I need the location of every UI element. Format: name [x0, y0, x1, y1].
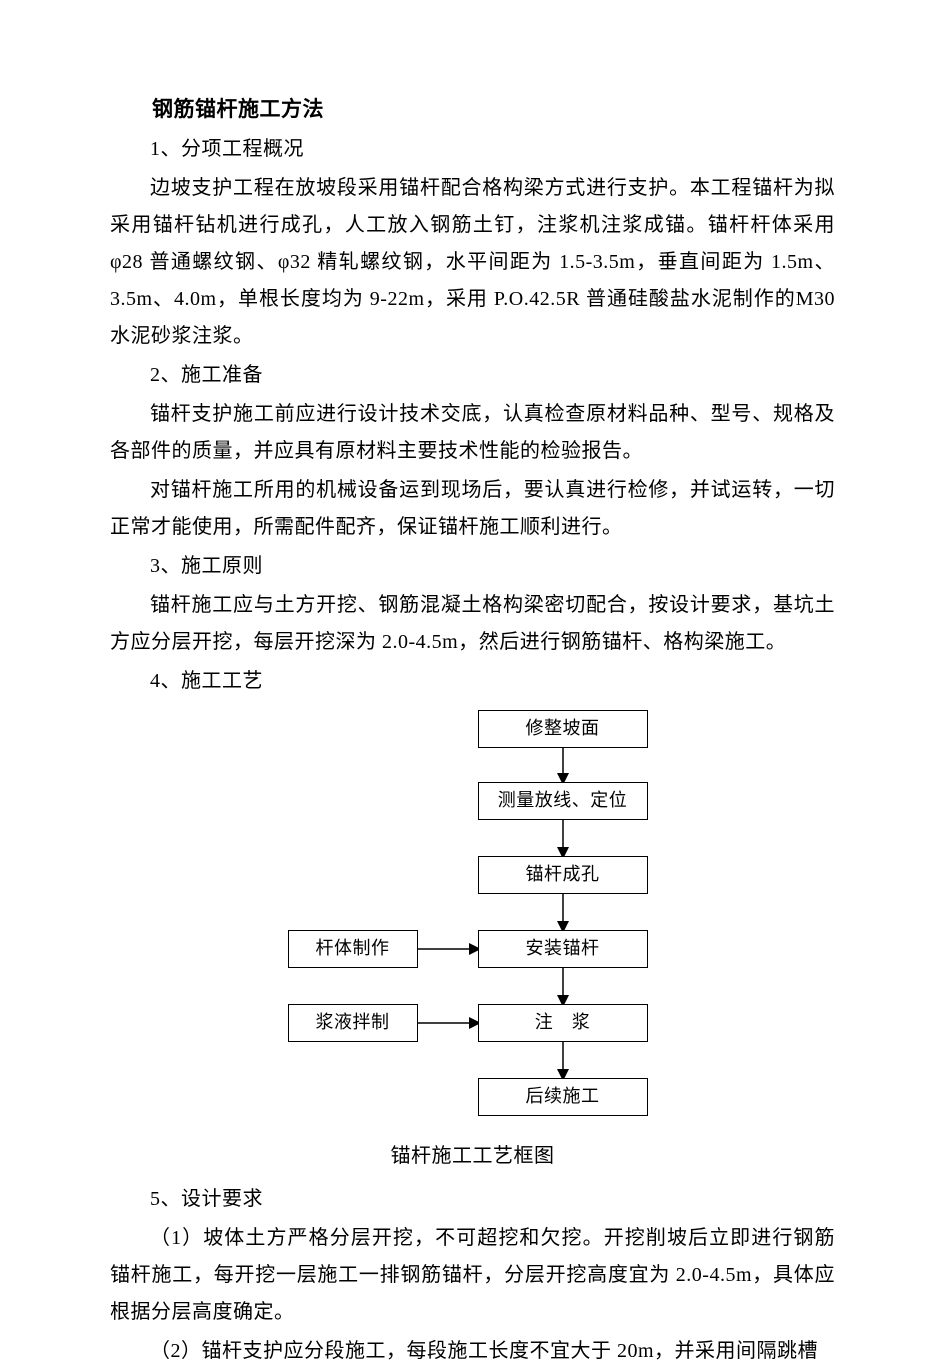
flowchart-node-n3: 锚杆成孔: [478, 856, 648, 894]
section-2-paragraph-2: 对锚杆施工所用的机械设备运到现场后，要认真进行检修，并试运转，一切正常才能使用，…: [110, 472, 835, 546]
document-title: 钢筋锚杆施工方法: [110, 90, 835, 129]
section-2-paragraph-1: 锚杆支护施工前应进行设计技术交底，认真检查原材料品种、型号、规格及各部件的质量，…: [110, 396, 835, 470]
flowchart-node-side1: 杆体制作: [288, 930, 418, 968]
flowchart-node-n4: 安装锚杆: [478, 930, 648, 968]
flowchart-node-n2: 测量放线、定位: [478, 782, 648, 820]
flowchart-connectors: [258, 710, 688, 1130]
section-1-paragraph-1: 边坡支护工程在放坡段采用锚杆配合格构梁方式进行支护。本工程锚杆为拟采用锚杆钻机进…: [110, 170, 835, 355]
section-5-heading: 5、设计要求: [110, 1181, 835, 1218]
section-3-paragraph-1: 锚杆施工应与土方开挖、钢筋混凝土格构梁密切配合，按设计要求，基坑土方应分层开挖，…: [110, 587, 835, 661]
flowchart-node-n5: 注 浆: [478, 1004, 648, 1042]
section-1-heading: 1、分项工程概况: [110, 131, 835, 168]
section-5-paragraph-2: （2）锚杆支护应分段施工，每段施工长度不宜大于 20m，并采用间隔跳槽: [110, 1333, 835, 1370]
flowchart-container: 修整坡面测量放线、定位锚杆成孔安装锚杆注 浆后续施工 杆体制作浆液拌制: [110, 710, 835, 1130]
flowchart-caption: 锚杆施工工艺框图: [110, 1138, 835, 1175]
flowchart-node-side2: 浆液拌制: [288, 1004, 418, 1042]
section-3-heading: 3、施工原则: [110, 548, 835, 585]
section-4-heading: 4、施工工艺: [110, 663, 835, 700]
flowchart-node-n1: 修整坡面: [478, 710, 648, 748]
flowchart-node-n6: 后续施工: [478, 1078, 648, 1116]
section-5-paragraph-1: （1）坡体土方严格分层开挖，不可超挖和欠挖。开挖削坡后立即进行钢筋锚杆施工，每开…: [110, 1220, 835, 1331]
flowchart: 修整坡面测量放线、定位锚杆成孔安装锚杆注 浆后续施工 杆体制作浆液拌制: [258, 710, 688, 1130]
section-2-heading: 2、施工准备: [110, 357, 835, 394]
document-body: 钢筋锚杆施工方法 1、分项工程概况 边坡支护工程在放坡段采用锚杆配合格构梁方式进…: [110, 90, 835, 1370]
